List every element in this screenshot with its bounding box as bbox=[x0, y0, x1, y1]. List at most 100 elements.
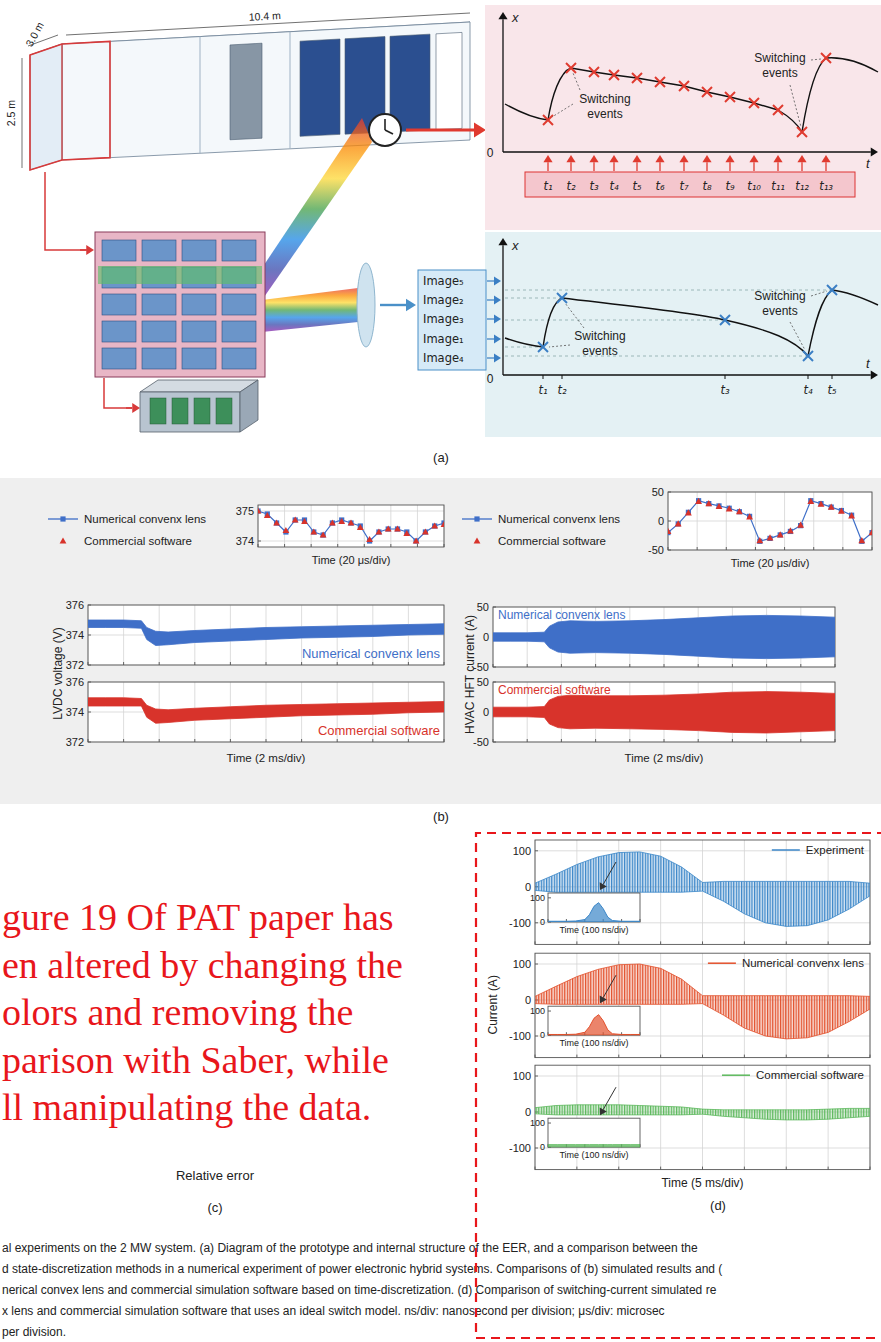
module-board bbox=[172, 398, 188, 424]
arrow-shaft bbox=[487, 280, 494, 281]
tick-mark bbox=[88, 682, 91, 683]
plot-background bbox=[668, 492, 872, 550]
module-board bbox=[216, 398, 232, 424]
marker-triangle bbox=[797, 521, 804, 527]
cabinet-module bbox=[142, 240, 176, 261]
tick-mark bbox=[444, 662, 445, 665]
sample-arrow bbox=[821, 155, 830, 171]
tick-mark bbox=[159, 739, 160, 742]
plot-background bbox=[548, 893, 640, 922]
arrow-head bbox=[749, 155, 758, 162]
tick-mark bbox=[493, 667, 496, 668]
container-illustration: 3.0 m10.4 m2.5 m bbox=[5, 9, 486, 432]
dimension-label: 3.0 m bbox=[23, 19, 46, 48]
marker-square bbox=[474, 516, 479, 521]
image-arrow bbox=[487, 277, 501, 286]
tick-label: -50 bbox=[648, 544, 664, 556]
grid-line bbox=[668, 521, 872, 522]
cross-stroke bbox=[609, 70, 619, 80]
tick-mark bbox=[726, 547, 727, 550]
image-label: Image₁ bbox=[423, 332, 464, 346]
band-upper bbox=[88, 620, 444, 632]
marker-triangle bbox=[301, 518, 308, 524]
grid-line bbox=[660, 1065, 661, 1169]
marker-square bbox=[839, 508, 844, 513]
cross-stroke bbox=[543, 115, 553, 125]
time-label: t₄ bbox=[609, 179, 619, 193]
series-group bbox=[493, 692, 835, 733]
zoom-arrow bbox=[600, 975, 616, 1003]
legend-text: Numerical convenx lens bbox=[498, 513, 620, 525]
marker-triangle bbox=[767, 534, 774, 540]
connector bbox=[104, 378, 132, 408]
marker-square bbox=[716, 503, 721, 508]
marker-square bbox=[829, 504, 834, 509]
tick-mark bbox=[535, 850, 538, 851]
arrow-head bbox=[494, 335, 501, 344]
tick-mark bbox=[702, 1055, 703, 1058]
marker-triangle bbox=[838, 508, 845, 514]
marker-triangle bbox=[431, 522, 438, 528]
tick-mark bbox=[417, 544, 418, 547]
cross-stroke bbox=[749, 98, 759, 108]
panel-label: (c) bbox=[207, 1200, 222, 1215]
cross-stroke bbox=[773, 105, 783, 115]
tick-mark bbox=[842, 547, 843, 550]
tick-mark bbox=[194, 739, 195, 742]
clock bbox=[369, 114, 401, 146]
marker-triangle bbox=[828, 503, 835, 509]
grid-line bbox=[535, 1036, 870, 1037]
plot-frame bbox=[88, 682, 444, 742]
arrow-head bbox=[494, 315, 501, 324]
tick-label: 50 bbox=[652, 486, 664, 498]
dimension-label: 2.5 m bbox=[5, 100, 17, 127]
cabinet-module bbox=[222, 294, 256, 315]
arrow-head bbox=[494, 296, 501, 305]
arrow-shaft bbox=[487, 357, 494, 358]
panel-label: (b) bbox=[433, 809, 449, 824]
cabinet-module bbox=[142, 321, 176, 342]
caption-line: al experiments on the 2 MW system. (a) D… bbox=[2, 1241, 698, 1255]
time-label: t₂ bbox=[557, 383, 567, 397]
leader-line bbox=[549, 345, 570, 347]
cross-stroke bbox=[538, 342, 548, 352]
tick-mark bbox=[284, 544, 285, 547]
marker-triangle bbox=[422, 528, 429, 534]
series-group bbox=[535, 852, 870, 927]
module-top bbox=[140, 380, 258, 392]
band-fill bbox=[493, 692, 835, 733]
arrow-head bbox=[702, 155, 711, 162]
time-label: t₇ bbox=[679, 179, 689, 193]
cross-stroke bbox=[803, 351, 813, 361]
plot-background bbox=[535, 840, 870, 944]
series-group bbox=[258, 507, 444, 543]
tick-mark bbox=[493, 742, 496, 743]
tick-mark bbox=[159, 662, 160, 665]
marker-square bbox=[293, 517, 298, 522]
plot-background bbox=[548, 1118, 640, 1147]
panel-label: (a) bbox=[433, 450, 449, 465]
tick-label: 372 bbox=[66, 736, 84, 748]
annotation: Switchingevents bbox=[574, 329, 625, 358]
overlay-text: parison with Saber, while bbox=[2, 1039, 389, 1081]
tick-mark bbox=[668, 547, 669, 550]
tick-mark bbox=[535, 964, 538, 965]
container-panel bbox=[230, 43, 262, 140]
marker-square bbox=[747, 514, 752, 519]
band-upper bbox=[535, 1105, 870, 1110]
tick-mark bbox=[576, 941, 577, 944]
arrow-head bbox=[609, 155, 618, 162]
arrow-head bbox=[494, 277, 501, 286]
series-group bbox=[535, 964, 870, 1039]
cross-marker bbox=[702, 87, 712, 97]
tick-mark bbox=[258, 541, 261, 542]
tick-mark bbox=[561, 739, 562, 742]
series-label: Numerical convenx lens bbox=[498, 608, 625, 622]
tick-mark bbox=[527, 664, 528, 667]
arrow-shaft bbox=[380, 304, 406, 306]
connector bbox=[45, 172, 88, 250]
tick-mark bbox=[835, 664, 836, 667]
arrow-shaft bbox=[503, 151, 871, 152]
cross-stroke bbox=[821, 53, 831, 63]
arrow-head bbox=[725, 155, 734, 162]
